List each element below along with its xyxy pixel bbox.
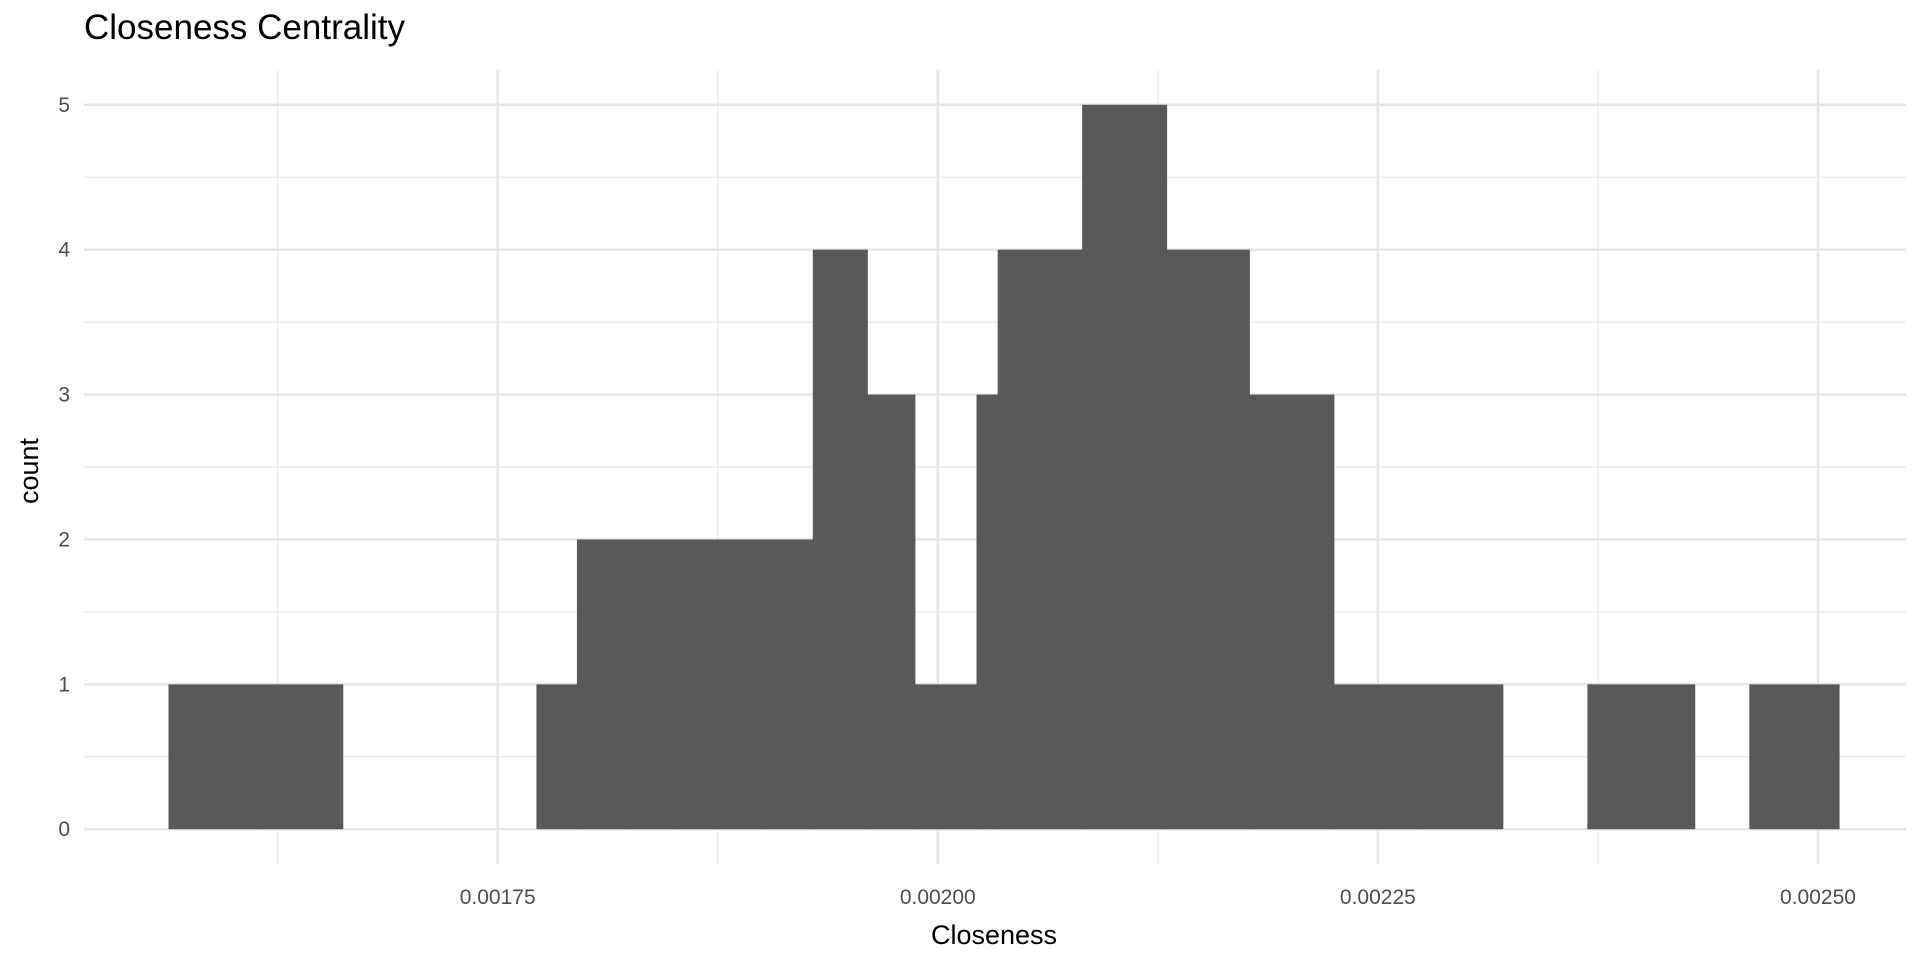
y-tick-label: 5: [58, 94, 70, 117]
y-tick-label: 2: [58, 528, 70, 551]
histogram-bar: [1166, 249, 1250, 830]
y-tick-label: 4: [58, 239, 70, 262]
histogram-bar: [1082, 104, 1168, 830]
histogram-bar: [626, 539, 673, 830]
histogram-bar: [867, 394, 916, 830]
histogram-bar: [914, 684, 978, 830]
y-tick-label: 3: [58, 384, 70, 407]
y-axis-tick-labels: 0 1 2 3 4 5: [58, 94, 70, 841]
x-tick-label: 0.00250: [1780, 886, 1856, 909]
histogram-bar: [812, 249, 868, 830]
chart-title: Closeness Centrality: [84, 8, 405, 47]
x-axis-tick-labels: 0.00175 0.00200 0.00225 0.00250: [460, 886, 1856, 909]
y-tick-label: 0: [58, 818, 70, 841]
histogram-bar: [168, 684, 258, 830]
histogram-bar: [1333, 684, 1418, 830]
y-tick-label: 1: [58, 673, 70, 696]
x-tick-label: 0.00175: [460, 886, 536, 909]
histogram-bar: [997, 249, 1083, 830]
histogram-bar: [1749, 684, 1840, 830]
x-tick-label: 0.00200: [900, 886, 976, 909]
histogram-bar: [1249, 394, 1335, 830]
histogram-bar: [1587, 684, 1696, 830]
histogram-bar: [976, 394, 999, 830]
histogram-bar: [576, 539, 627, 830]
x-axis-label: Closeness: [931, 920, 1057, 950]
histogram-bar: [717, 539, 766, 830]
histogram-bar: [256, 684, 344, 830]
y-axis-label: count: [14, 437, 44, 504]
histogram-bar: [765, 539, 814, 830]
histogram-bar: [536, 684, 578, 830]
histogram-bar: [671, 539, 719, 830]
histogram-bar: [1416, 684, 1504, 830]
histogram-bars: [168, 104, 1840, 830]
x-tick-label: 0.00225: [1340, 886, 1416, 909]
